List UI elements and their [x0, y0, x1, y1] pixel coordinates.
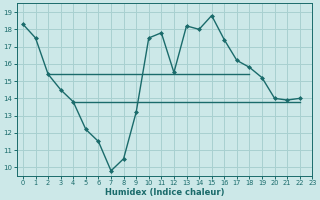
X-axis label: Humidex (Indice chaleur): Humidex (Indice chaleur)	[105, 188, 224, 197]
